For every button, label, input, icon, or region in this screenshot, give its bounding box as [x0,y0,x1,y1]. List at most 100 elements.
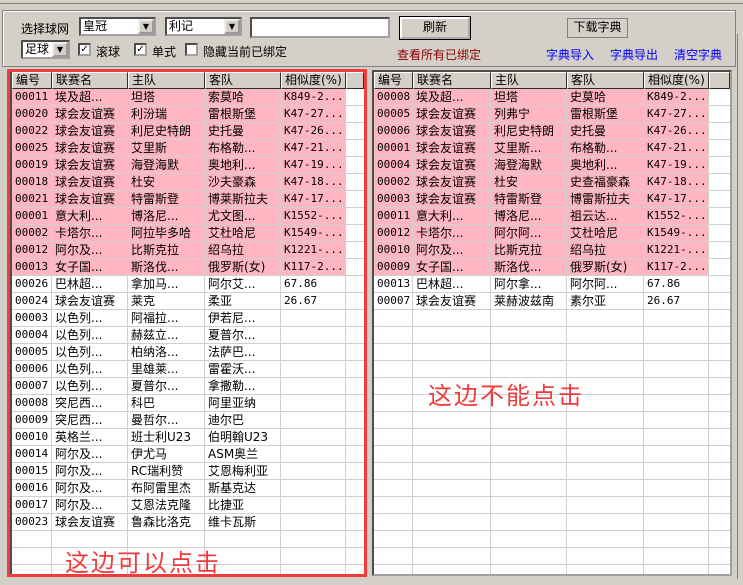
table-row[interactable]: 00006 以色列... 里雄莱... 雷霍沃... [12,361,364,378]
table-row[interactable]: 00008 突尼西... 科巴 阿里亚纳 [12,395,364,412]
table-row[interactable]: 00014 阿尔及... 伊尤马 ASM奥兰 [12,446,364,463]
left-match-list[interactable]: 编号 联赛名 主队 客队 相似度(%) 00011 埃及超... 坦塔 索莫哈 K849-2...… [10,70,366,576]
cell-away [567,463,644,479]
dict-clear-link[interactable]: 清空字典 [674,48,723,62]
cell-id: 00016 [12,480,52,496]
column-header-id[interactable]: 编号 [12,72,52,89]
chevron-down-icon[interactable]: ▼ [52,42,68,57]
cell-away: 雷根斯堡 [567,106,644,122]
table-row: 00013 巴林超... 阿尔拿... 阿尔阿... 67.86 [374,276,730,293]
cell-league [52,531,128,547]
empty-row [12,565,364,574]
cell-league: 女子国... [52,259,128,275]
chevron-down-icon[interactable]: ▼ [138,19,154,34]
right-annotation: 这边不能点击 [428,382,584,410]
cell-away [567,378,644,394]
cell-id: 00001 [12,208,52,224]
table-row[interactable]: 00012 阿尔及... 比斯克拉 绍乌拉 K1221-... [12,242,364,259]
cell-home: 柏纳洛... [128,344,205,360]
cell-league: 球会友谊赛 [52,293,128,309]
cell-filler [709,89,730,105]
cell-league: 埃及超... [413,89,491,105]
cell-filler [709,378,730,394]
cell-filler [346,514,364,530]
column-header-away[interactable]: 客队 [205,72,281,89]
table-row[interactable]: 00010 英格兰... 班士利U23 伯明翰U23 [12,429,364,446]
table-row[interactable]: 00001 意大利... 博洛尼... 尤文图... K1552-... [12,208,364,225]
cell-id: 00005 [374,106,413,122]
cell-similarity [644,344,709,360]
table-row[interactable]: 00017 阿尔及... 艾恩法克隆 比捷亚 [12,497,364,514]
column-header-home[interactable]: 主队 [491,72,567,89]
cell-league: 阿尔及... [413,242,491,258]
cell-away: 迪尔巴 [205,412,281,428]
cell-filler [709,463,730,479]
single-checkbox[interactable]: ✓ [134,43,147,56]
table-row[interactable]: 00025 球会友谊赛 艾里斯 布格勒... K47-21... [12,140,364,157]
table-row[interactable]: 00015 阿尔及... RC瑞利赞 艾恩梅利亚 [12,463,364,480]
table-row[interactable]: 00024 球会友谊赛 莱克 柔亚 26.67 [12,293,364,310]
hide-bound-checkbox[interactable] [185,43,198,56]
site-select[interactable]: 皇冠 ▼ [79,17,156,36]
table-row[interactable]: 00016 阿尔及... 布阿雷里杰 斯基克达 [12,480,364,497]
cell-id: 00006 [374,123,413,139]
column-header-similarity[interactable]: 相似度(%) [281,72,346,89]
column-header-similarity[interactable]: 相似度(%) [644,72,709,89]
table-row[interactable]: 00002 卡塔尔... 阿拉毕多哈 艾杜哈尼 K1549-... [12,225,364,242]
cell-away: 斯基克达 [205,480,281,496]
cell-league [52,548,128,564]
cell-away [567,310,644,326]
table-row[interactable]: 00026 巴林超... 拿加马... 阿尔艾... 67.86 [12,276,364,293]
sport-select[interactable]: 足球 ▼ [21,40,70,59]
cell-similarity [281,497,346,513]
cell-home: RC瑞利赞 [128,463,205,479]
column-header-away[interactable]: 客队 [567,72,644,89]
cell-filler [709,514,730,530]
table-row[interactable]: 00013 女子国... 斯洛伐... 俄罗斯(女) K117-2... [12,259,364,276]
table-row[interactable]: 00019 球会友谊赛 海登海默 奥地利... K47-19... [12,157,364,174]
table-row[interactable]: 00009 突尼西... 曼哲尔... 迪尔巴 [12,412,364,429]
empty-row [374,463,730,480]
view-all-bound-link[interactable]: 查看所有已绑定 [397,48,482,62]
dict-import-link[interactable]: 字典导入 [546,48,595,62]
table-row[interactable]: 00003 以色列... 阿福拉... 伊若尼... [12,310,364,327]
cell-similarity [281,565,346,574]
cell-similarity [644,531,709,547]
cell-away [205,531,281,547]
cell-home: 特雷斯登 [491,191,567,207]
cell-similarity [281,327,346,343]
table-row[interactable]: 00011 埃及超... 坦塔 索莫哈 K849-2... [12,89,364,106]
list-header: 编号 联赛名 主队 客队 相似度(%) [12,72,364,89]
column-header-id[interactable]: 编号 [374,72,413,89]
search-input[interactable] [250,17,390,38]
cell-similarity: 67.86 [644,276,709,292]
cell-id: 00007 [374,293,413,309]
cell-league: 球会友谊赛 [413,106,491,122]
cell-home: 斯洛伐... [128,259,205,275]
table-row[interactable]: 00004 以色列... 赫兹立... 夏普尔... [12,327,364,344]
cell-home [491,548,567,564]
chevron-down-icon[interactable]: ▼ [224,19,240,34]
table-row[interactable]: 00007 以色列... 夏普尔... 拿撒勒... [12,378,364,395]
company-select[interactable]: 利记 ▼ [165,17,242,36]
table-row[interactable]: 00021 球会友谊赛 特雷斯登 博莱斯拉夫 K47-17... [12,191,364,208]
table-row[interactable]: 00005 以色列... 柏纳洛... 法萨巴... [12,344,364,361]
table-row[interactable]: 00018 球会友谊赛 杜安 沙夫豪森 K47-18... [12,174,364,191]
download-dict-button[interactable]: 下载字典 [567,18,628,38]
table-row[interactable]: 00022 球会友谊赛 利尼史特朗 史托曼 K47-26... [12,123,364,140]
table-row[interactable]: 00023 球会友谊赛 鲁森比洛克 维卡瓦斯 [12,514,364,531]
cell-filler [346,344,364,360]
rolling-checkbox[interactable]: ✓ [78,43,91,56]
cell-similarity [644,565,709,574]
column-header-league[interactable]: 联赛名 [52,72,128,89]
cell-id: 00024 [12,293,52,309]
table-row[interactable]: 00020 球会友谊赛 利汾瑞 雷根斯堡 K47-27... [12,106,364,123]
column-header-league[interactable]: 联赛名 [413,72,491,89]
dict-export-link[interactable]: 字典导出 [610,48,659,62]
cell-id [374,497,413,513]
cell-similarity: K1552-... [644,208,709,224]
cell-league: 球会友谊赛 [413,174,491,190]
refresh-button[interactable]: 刷新 [399,16,471,40]
column-header-home[interactable]: 主队 [128,72,205,89]
window-scrollbar[interactable] [737,34,743,579]
